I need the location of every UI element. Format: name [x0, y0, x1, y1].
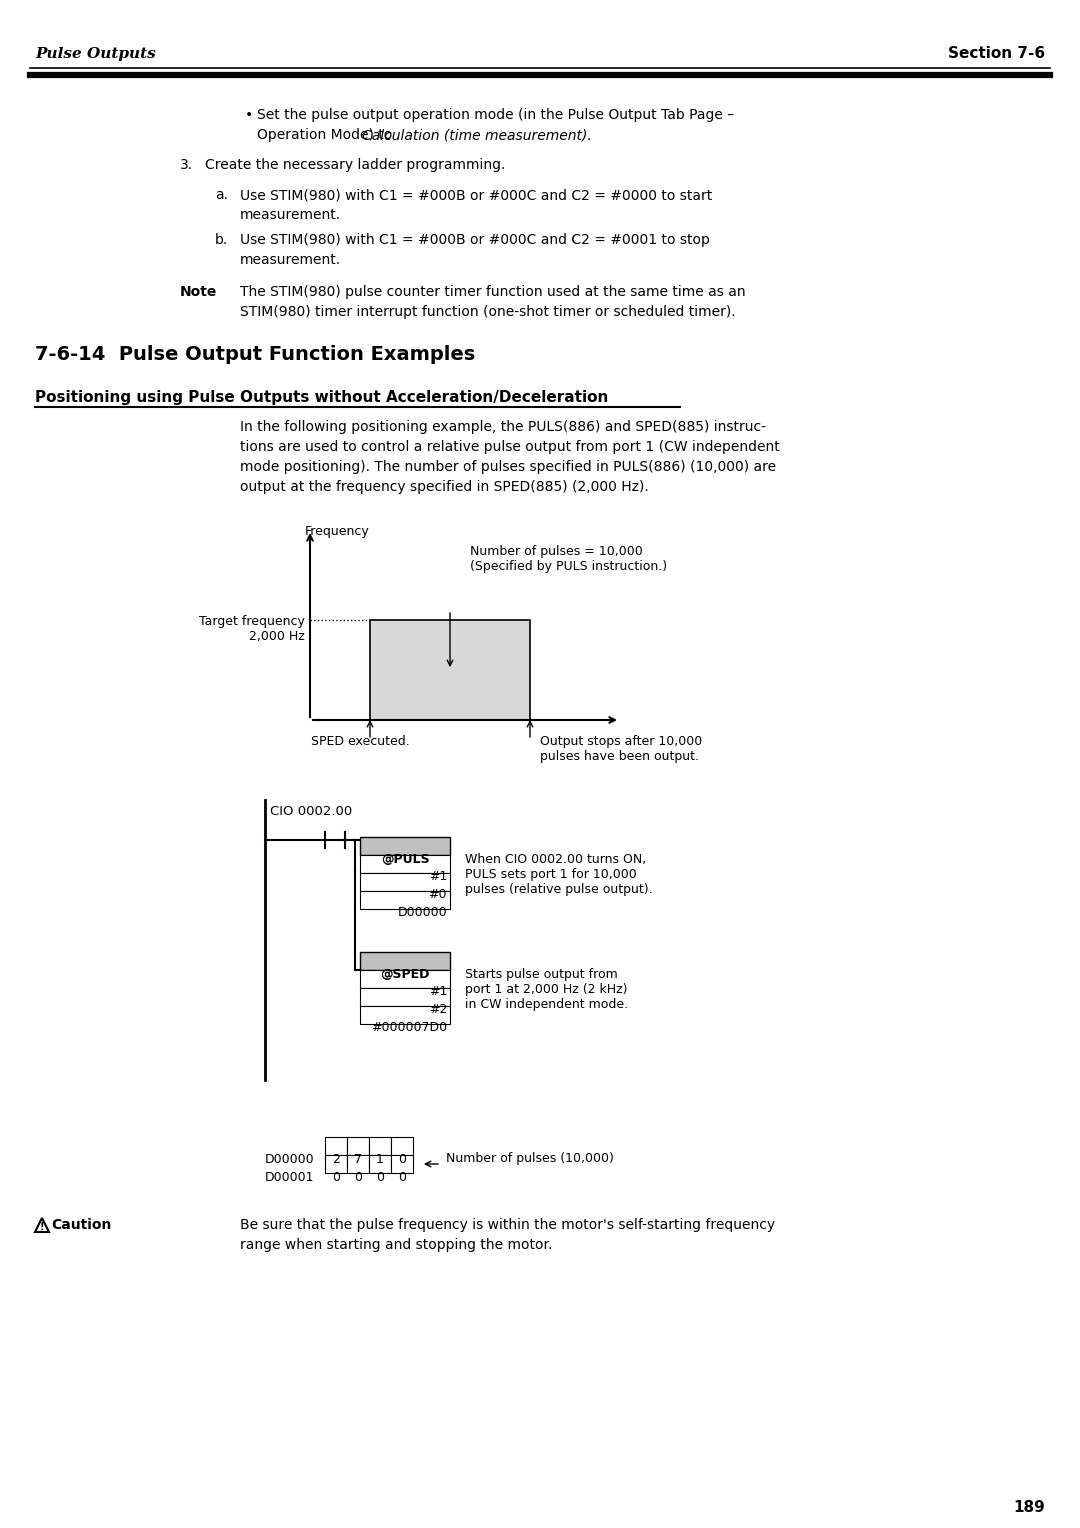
Text: #0: #0 — [429, 888, 447, 902]
Text: Output stops after 10,000
pulses have been output.: Output stops after 10,000 pulses have be… — [540, 735, 702, 762]
Text: #000007D0: #000007D0 — [370, 1021, 447, 1034]
Bar — [360, 837, 450, 856]
Text: STIM(980) timer interrupt function (one-shot timer or scheduled timer).: STIM(980) timer interrupt function (one-… — [240, 306, 735, 319]
Text: CIO 0002.00: CIO 0002.00 — [270, 805, 352, 817]
Text: @PULS: @PULS — [380, 853, 430, 866]
Bar — [391, 1137, 413, 1155]
Bar — [360, 1005, 450, 1024]
Text: D00000: D00000 — [397, 906, 447, 918]
Bar — [347, 1137, 369, 1155]
Text: Caution: Caution — [51, 1218, 111, 1232]
Text: #2: #2 — [429, 1002, 447, 1016]
Bar — [369, 1137, 391, 1155]
Text: output at the frequency specified in SPED(885) (2,000 Hz).: output at the frequency specified in SPE… — [240, 480, 649, 494]
Text: measurement.: measurement. — [240, 208, 341, 222]
Bar — [325, 1137, 347, 1155]
Polygon shape — [35, 1218, 49, 1232]
Text: #1: #1 — [429, 869, 447, 883]
Text: tions are used to control a relative pulse output from port 1 (CW independent: tions are used to control a relative pul… — [240, 440, 780, 454]
Text: Pulse Outputs: Pulse Outputs — [35, 47, 156, 61]
Text: Note: Note — [180, 286, 217, 299]
Bar — [360, 970, 450, 989]
Text: D00000: D00000 — [265, 1154, 314, 1166]
Text: @SPED: @SPED — [380, 969, 430, 981]
Text: 7: 7 — [354, 1154, 362, 1166]
Text: 2: 2 — [332, 1154, 340, 1166]
Text: 189: 189 — [1013, 1500, 1045, 1514]
Text: Use STIM(980) with C1 = #000B or #000C and C2 = #0001 to stop: Use STIM(980) with C1 = #000B or #000C a… — [240, 232, 710, 248]
Text: 0: 0 — [376, 1170, 384, 1184]
Text: Calculation (time measurement).: Calculation (time measurement). — [362, 128, 592, 142]
Text: The STIM(980) pulse counter timer function used at the same time as an: The STIM(980) pulse counter timer functi… — [240, 286, 745, 299]
Text: 7-6-14  Pulse Output Function Examples: 7-6-14 Pulse Output Function Examples — [35, 345, 475, 364]
Text: Section 7-6: Section 7-6 — [948, 46, 1045, 61]
Text: 0: 0 — [354, 1170, 362, 1184]
Text: 1: 1 — [376, 1154, 383, 1166]
Text: Be sure that the pulse frequency is within the motor's self-starting frequency: Be sure that the pulse frequency is with… — [240, 1218, 775, 1232]
Text: b.: b. — [215, 232, 228, 248]
Bar — [370, 620, 530, 720]
Bar — [360, 989, 450, 1005]
Text: #1: #1 — [429, 986, 447, 998]
Bar — [369, 1155, 391, 1174]
Text: SPED executed.: SPED executed. — [311, 735, 409, 749]
Text: !: ! — [40, 1222, 44, 1232]
Text: measurement.: measurement. — [240, 254, 341, 267]
Text: 0: 0 — [399, 1170, 406, 1184]
Text: 0: 0 — [399, 1154, 406, 1166]
Bar — [325, 1155, 347, 1174]
Text: Target frequency
2,000 Hz: Target frequency 2,000 Hz — [199, 614, 305, 643]
Text: Use STIM(980) with C1 = #000B or #000C and C2 = #0000 to start: Use STIM(980) with C1 = #000B or #000C a… — [240, 188, 712, 202]
Text: Operation Mode) to: Operation Mode) to — [257, 128, 396, 142]
Text: 3.: 3. — [180, 157, 193, 173]
Text: mode positioning). The number of pulses specified in PULS(886) (10,000) are: mode positioning). The number of pulses … — [240, 460, 777, 474]
Bar — [360, 856, 450, 872]
Bar — [391, 1155, 413, 1174]
Text: Number of pulses (10,000): Number of pulses (10,000) — [446, 1152, 613, 1164]
Text: Positioning using Pulse Outputs without Acceleration/Deceleration: Positioning using Pulse Outputs without … — [35, 390, 608, 405]
Text: 0: 0 — [332, 1170, 340, 1184]
Text: When CIO 0002.00 turns ON,
PULS sets port 1 for 10,000
pulses (relative pulse ou: When CIO 0002.00 turns ON, PULS sets por… — [465, 853, 652, 895]
Text: •: • — [245, 108, 253, 122]
Text: Frequency: Frequency — [305, 526, 369, 538]
Text: Set the pulse output operation mode (in the Pulse Output Tab Page –: Set the pulse output operation mode (in … — [257, 108, 734, 122]
Text: a.: a. — [215, 188, 228, 202]
Text: D00001: D00001 — [265, 1170, 314, 1184]
Text: In the following positioning example, the PULS(886) and SPED(885) instruc-: In the following positioning example, th… — [240, 420, 766, 434]
Bar — [347, 1155, 369, 1174]
Bar — [360, 891, 450, 909]
Text: range when starting and stopping the motor.: range when starting and stopping the mot… — [240, 1238, 552, 1251]
Bar — [360, 952, 450, 970]
Bar — [360, 872, 450, 891]
Text: Starts pulse output from
port 1 at 2,000 Hz (2 kHz)
in CW independent mode.: Starts pulse output from port 1 at 2,000… — [465, 969, 629, 1012]
Text: Number of pulses = 10,000
(Specified by PULS instruction.): Number of pulses = 10,000 (Specified by … — [470, 545, 667, 573]
Text: Create the necessary ladder programming.: Create the necessary ladder programming. — [205, 157, 505, 173]
